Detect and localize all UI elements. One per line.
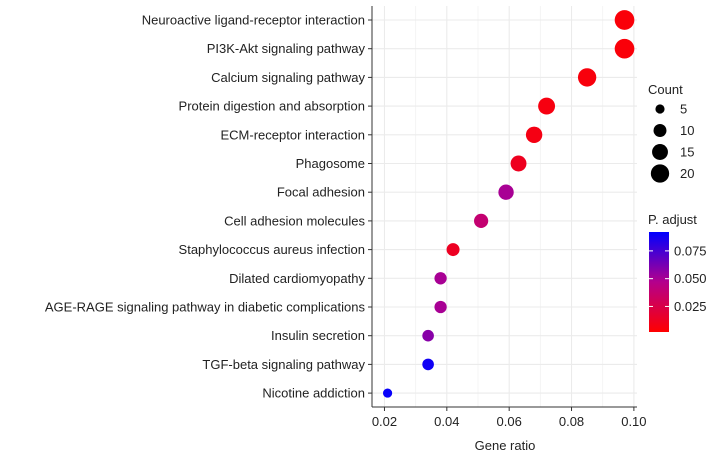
count-legend-key [650,164,670,183]
count-legend-label: 20 [680,166,694,181]
data-point [383,388,393,398]
data-point [614,10,635,30]
y-tick-label: TGF-beta signaling pathway [202,357,365,372]
data-point [538,97,556,115]
x-axis-title: Gene ratio [475,438,536,453]
count-legend-label: 5 [680,102,687,117]
y-tick-label: Staphylococcus aureus infection [179,242,365,257]
data-points [383,10,635,398]
x-tick-label: 0.06 [497,414,522,429]
data-point [422,329,434,342]
data-point [434,300,447,314]
y-tick-label: Neuroactive ligand-receptor interaction [142,13,365,28]
data-point [446,243,460,257]
p-adjust-legend: P. adjust 0.025 0.050 0.075 [648,212,707,332]
count-legend-title: Count [648,82,683,97]
y-tick-label: Nicotine addiction [262,386,365,401]
p-adjust-legend-title: P. adjust [648,212,697,227]
data-point [614,38,635,59]
y-tick-label: AGE-RAGE signaling pathway in diabetic c… [45,300,366,315]
count-legend-key [652,144,668,160]
count-legend-key [655,104,665,114]
count-legend-label: 10 [680,123,694,138]
colorbar-tick-label: 0.075 [674,243,707,258]
count-legend-key [653,124,667,137]
panel-background [372,6,637,407]
y-tick-label: Protein digestion and absorption [179,99,365,114]
plot-panel [371,6,637,408]
y-tick-label: ECM-receptor interaction [221,127,366,142]
y-tick-label: Cell adhesion molecules [224,213,365,228]
data-point [498,184,514,200]
y-axis-labels: Neuroactive ligand-receptor interaction P… [45,13,372,401]
x-tick-label: 0.02 [372,414,397,429]
colorbar-tick-label: 0.050 [674,271,707,286]
x-axis: 0.02 0.04 0.06 0.08 0.10 [372,407,647,429]
p-adjust-colorbar [649,232,669,332]
x-tick-label: 0.10 [621,414,646,429]
y-tick-label: PI3K-Akt signaling pathway [207,41,366,56]
data-point [525,126,543,143]
y-tick-label: Focal adhesion [277,185,365,200]
x-tick-label: 0.04 [434,414,459,429]
x-tick-label: 0.08 [559,414,584,429]
data-point [434,272,447,285]
count-legend-label: 15 [680,145,694,160]
colorbar-tick-label: 0.025 [674,299,707,314]
data-point [474,213,489,229]
data-point [422,358,434,371]
y-tick-label: Dilated cardiomyopathy [229,271,365,286]
count-legend: Count 5 10 15 20 [648,82,694,183]
y-tick-label: Phagosome [296,156,365,171]
data-point [577,68,597,87]
data-point [510,155,527,172]
y-tick-label: Insulin secretion [271,328,365,343]
y-tick-label: Calcium signaling pathway [211,70,365,85]
